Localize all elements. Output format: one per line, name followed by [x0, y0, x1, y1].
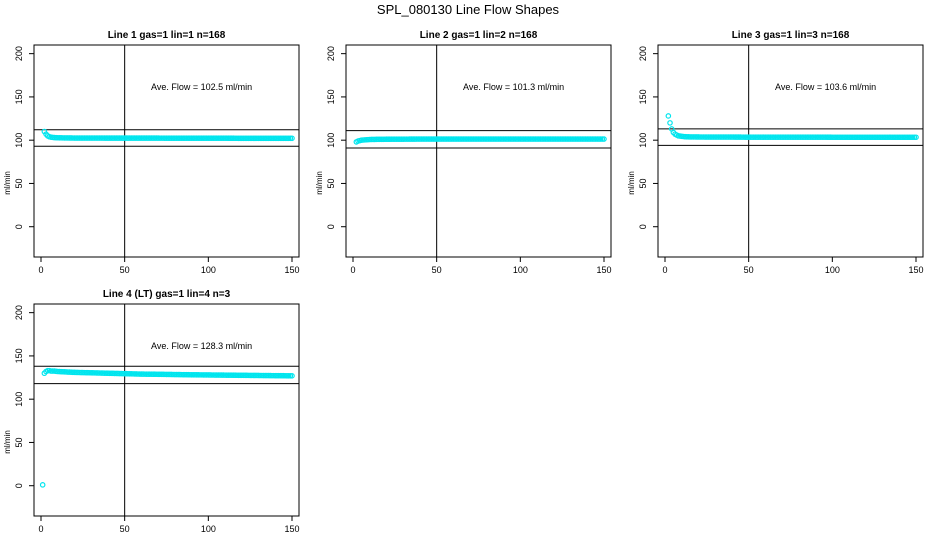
y-axis-label: ml/min	[627, 171, 636, 195]
average-flow-annotation: Ave. Flow = 103.6 ml/min	[775, 82, 876, 92]
y-tick-label: 150	[326, 89, 336, 104]
x-tick-label: 150	[284, 265, 299, 275]
x-tick-label: 150	[908, 265, 923, 275]
chart-panel-3: Line 3 gas=1 lin=3 n=168 0 50 100 150 0 50 100 1…	[627, 30, 924, 275]
chart-panel-1: Line 1 gas=1 lin=1 n=168 0 50 100 150 0 50 100 1…	[3, 30, 300, 275]
plot-frame	[345, 44, 612, 258]
y-tick-label: 100	[14, 392, 24, 407]
chart-title: Line 4 (LT) gas=1 lin=4 n=3	[103, 289, 231, 300]
y-tick-label: 50	[326, 178, 336, 188]
x-tick-label: 0	[38, 265, 43, 275]
y-tick-label: 50	[638, 178, 648, 188]
y-tick-label: 150	[638, 89, 648, 104]
x-tick-label: 50	[120, 524, 130, 534]
y-axis-label: ml/min	[3, 171, 12, 195]
chart-title: Line 2 gas=1 lin=2 n=168	[420, 30, 538, 41]
y-tick-label: 100	[638, 133, 648, 148]
x-tick-label: 100	[825, 265, 840, 275]
y-tick-label: 100	[326, 133, 336, 148]
y-tick-label: 150	[14, 89, 24, 104]
x-tick-label: 50	[432, 265, 442, 275]
x-tick-label: 50	[120, 265, 130, 275]
x-tick-label: 150	[596, 265, 611, 275]
average-flow-annotation: Ave. Flow = 128.3 ml/min	[151, 341, 252, 351]
x-tick-label: 150	[284, 524, 299, 534]
y-tick-label: 0	[14, 483, 24, 488]
data-point	[667, 120, 673, 126]
data-point	[601, 136, 607, 142]
y-tick-label: 150	[14, 348, 24, 363]
x-tick-label: 100	[201, 265, 216, 275]
x-tick-label: 0	[662, 265, 667, 275]
x-tick-label: 0	[350, 265, 355, 275]
plot-frame	[33, 44, 300, 258]
average-flow-annotation: Ave. Flow = 102.5 ml/min	[151, 82, 252, 92]
x-tick-label: 100	[513, 265, 528, 275]
y-tick-label: 100	[14, 133, 24, 148]
y-tick-label: 200	[14, 46, 24, 61]
plot-frame	[657, 44, 924, 258]
y-tick-label: 200	[14, 305, 24, 320]
data-point	[913, 134, 919, 141]
plot-frame	[33, 303, 300, 517]
chart-title: Line 3 gas=1 lin=3 n=168	[732, 30, 850, 41]
y-axis-label: ml/min	[315, 171, 324, 195]
data-point	[39, 482, 46, 488]
y-tick-label: 200	[326, 46, 336, 61]
y-tick-label: 50	[14, 178, 24, 188]
x-tick-label: 100	[201, 524, 216, 534]
data-point	[289, 373, 295, 379]
average-flow-annotation: Ave. Flow = 101.3 ml/min	[463, 82, 564, 92]
y-axis-label: ml/min	[3, 430, 12, 454]
y-tick-label: 0	[326, 224, 336, 229]
chart-panel-4: Line 4 (LT) gas=1 lin=4 n=3 0 50 100 150 0 50 1…	[3, 289, 300, 534]
y-tick-label: 0	[14, 224, 24, 229]
y-tick-label: 50	[14, 437, 24, 447]
data-point	[289, 135, 295, 142]
y-tick-label: 0	[638, 224, 648, 229]
chart-panel-2: Line 2 gas=1 lin=2 n=168 0 50 100 150 0 50 100 1…	[315, 30, 612, 275]
page-title: SPL_080130 Line Flow Shapes	[376, 2, 560, 17]
y-tick-label: 200	[638, 46, 648, 61]
x-tick-label: 0	[38, 524, 43, 534]
x-tick-label: 50	[744, 265, 754, 275]
data-point	[665, 113, 672, 119]
chart-title: Line 1 gas=1 lin=1 n=168	[108, 30, 226, 41]
